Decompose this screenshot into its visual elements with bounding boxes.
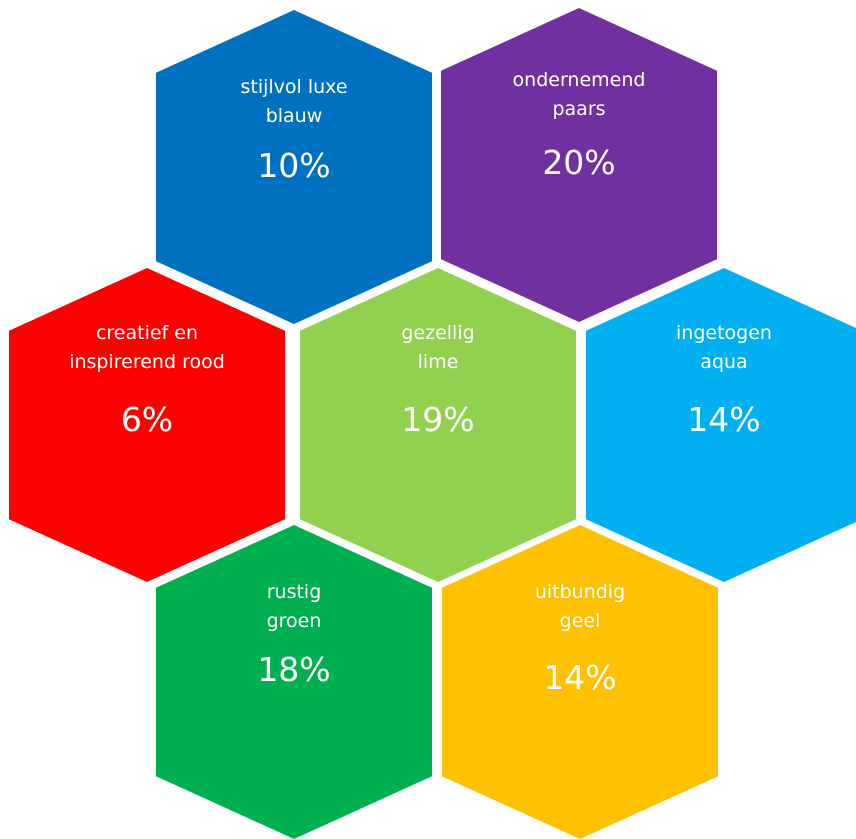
hexagon-value: 18% xyxy=(257,650,331,689)
hexagon-value: 10% xyxy=(257,146,331,185)
hexagon-groen: rustig groen 18% xyxy=(156,525,432,839)
hexagon-geel: uitbundig geel 14% xyxy=(442,525,718,839)
hexagon-label: gezellig lime xyxy=(401,322,475,373)
hexagon-rood: creatief en inspirerend rood 6% xyxy=(9,268,285,582)
hexagon-aqua: ingetogen aqua 14% xyxy=(586,268,856,582)
hexagon-value: 6% xyxy=(120,400,174,439)
hexagon-label: creatief en inspirerend rood xyxy=(69,322,225,373)
hexagon-value: 20% xyxy=(542,143,616,182)
hexagon-blauw: stijlvol luxe blauw 10% xyxy=(156,10,432,324)
hexagon-label: uitbundig geel xyxy=(534,581,626,632)
hexagon-lime: gezellig lime 19% xyxy=(300,268,576,582)
hexagon-label: rustig groen xyxy=(266,581,322,632)
hexagon-value: 14% xyxy=(543,658,617,697)
hexagon-label: stijlvol luxe blauw xyxy=(240,76,348,127)
hexagon-paars: ondernemend paars 20% xyxy=(441,8,717,322)
hexagon-value: 19% xyxy=(401,400,475,439)
hexagon-label: ondernemend paars xyxy=(512,69,646,120)
hexagon-label: ingetogen aqua xyxy=(676,322,772,373)
hexagon-value: 14% xyxy=(687,400,761,439)
